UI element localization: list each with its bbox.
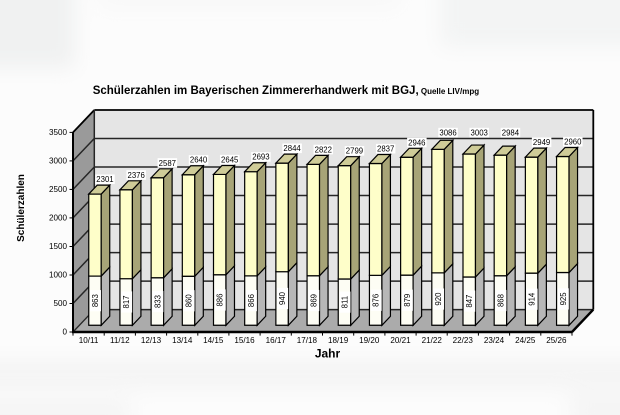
svg-text:18/19: 18/19 xyxy=(328,336,349,345)
svg-text:925: 925 xyxy=(559,292,568,306)
svg-text:2587: 2587 xyxy=(159,159,176,168)
svg-text:500: 500 xyxy=(53,299,67,308)
svg-text:2500: 2500 xyxy=(49,185,68,194)
svg-text:876: 876 xyxy=(372,294,381,307)
svg-text:847: 847 xyxy=(465,295,474,308)
svg-text:833: 833 xyxy=(153,295,162,308)
svg-text:Schülerzahlen im Bayerischen Z: Schülerzahlen im Bayerischen Zimmererhan… xyxy=(93,85,480,97)
svg-text:12/13: 12/13 xyxy=(141,336,162,345)
svg-text:2693: 2693 xyxy=(252,153,269,162)
svg-text:2949: 2949 xyxy=(533,138,550,147)
svg-text:2301: 2301 xyxy=(96,175,113,184)
svg-text:21/22: 21/22 xyxy=(422,336,443,345)
svg-text:869: 869 xyxy=(309,294,318,307)
svg-text:Schülerzahlen: Schülerzahlen xyxy=(16,174,27,242)
svg-text:17/18: 17/18 xyxy=(297,336,318,345)
svg-text:24/25: 24/25 xyxy=(515,336,536,345)
svg-text:15/16: 15/16 xyxy=(234,336,255,345)
svg-text:1000: 1000 xyxy=(49,271,68,280)
svg-text:886: 886 xyxy=(216,294,225,307)
svg-text:23/24: 23/24 xyxy=(484,336,505,345)
svg-text:2960: 2960 xyxy=(564,137,582,146)
svg-text:22/23: 22/23 xyxy=(453,336,474,345)
svg-text:0: 0 xyxy=(62,328,67,337)
svg-text:2640: 2640 xyxy=(190,156,208,165)
svg-text:868: 868 xyxy=(496,294,505,307)
svg-text:14/15: 14/15 xyxy=(203,336,224,345)
svg-text:2645: 2645 xyxy=(221,155,239,164)
svg-text:860: 860 xyxy=(185,294,194,308)
svg-text:2000: 2000 xyxy=(49,214,68,223)
svg-text:2376: 2376 xyxy=(127,171,144,180)
svg-text:11/12: 11/12 xyxy=(110,336,130,345)
svg-text:920: 920 xyxy=(434,292,443,306)
svg-text:25/26: 25/26 xyxy=(546,336,567,345)
svg-text:2984: 2984 xyxy=(502,128,520,137)
svg-text:3003: 3003 xyxy=(471,128,488,137)
svg-text:863: 863 xyxy=(91,294,100,307)
svg-text:19/20: 19/20 xyxy=(359,336,380,345)
svg-text:3000: 3000 xyxy=(49,157,68,166)
svg-text:2837: 2837 xyxy=(377,144,394,153)
svg-text:866: 866 xyxy=(247,294,256,307)
svg-text:2946: 2946 xyxy=(408,138,425,147)
svg-text:2799: 2799 xyxy=(346,147,363,156)
svg-text:811: 811 xyxy=(340,296,349,308)
svg-text:20/21: 20/21 xyxy=(390,336,411,345)
svg-text:13/14: 13/14 xyxy=(172,336,193,345)
svg-text:914: 914 xyxy=(528,292,537,306)
svg-text:2822: 2822 xyxy=(315,145,332,154)
svg-text:3086: 3086 xyxy=(439,128,456,137)
svg-text:879: 879 xyxy=(403,294,412,307)
svg-text:940: 940 xyxy=(278,291,287,305)
svg-text:10/11: 10/11 xyxy=(79,336,99,345)
svg-text:817: 817 xyxy=(122,295,131,308)
svg-text:3500: 3500 xyxy=(49,128,68,137)
svg-text:Jahr: Jahr xyxy=(315,347,341,361)
svg-text:2844: 2844 xyxy=(283,144,301,153)
svg-text:1500: 1500 xyxy=(49,242,68,251)
svg-text:16/17: 16/17 xyxy=(266,336,287,345)
